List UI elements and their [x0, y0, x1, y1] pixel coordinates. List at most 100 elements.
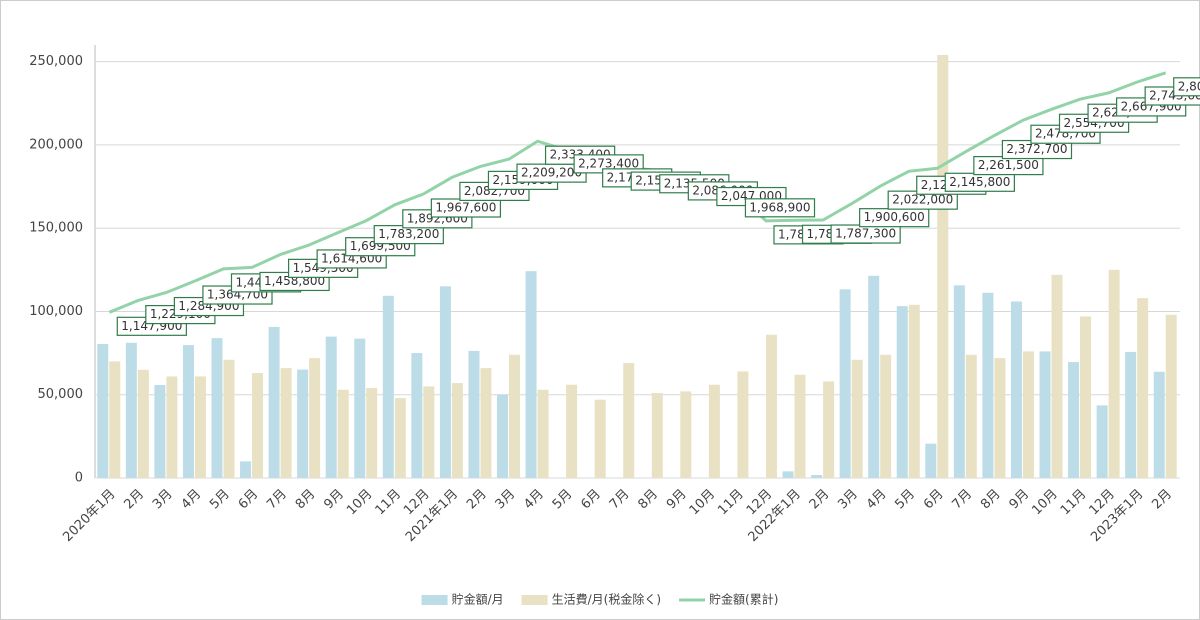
bar — [1051, 274, 1063, 478]
value-label: 2,261,500 — [973, 155, 1044, 176]
bar — [468, 350, 480, 478]
legend-item: 貯金額(累計) — [679, 592, 778, 607]
bar — [1068, 362, 1080, 478]
legend-label: 生活費/月(税金除く) — [552, 592, 661, 607]
bar — [509, 354, 521, 478]
value-label-text: 2,261,500 — [978, 158, 1039, 172]
value-label: 2,807,400 — [1173, 77, 1200, 97]
bar — [137, 369, 149, 478]
bar — [194, 376, 206, 478]
bar — [182, 345, 194, 478]
bar — [309, 358, 321, 478]
bar — [623, 363, 635, 478]
bar — [280, 368, 292, 478]
value-label-text: 2,209,200 — [521, 166, 582, 180]
bar — [982, 292, 994, 478]
bar — [337, 389, 349, 478]
bar — [994, 358, 1006, 478]
bar — [925, 443, 937, 478]
legend-swatch — [521, 595, 548, 605]
legend: 貯金額/月 生活費/月(税金除く) 貯金額(累計) — [421, 592, 778, 607]
bar — [411, 353, 423, 478]
value-label-text: 2,372,700 — [1006, 142, 1067, 156]
value-label: 2,145,800 — [944, 172, 1015, 192]
bar — [953, 285, 965, 478]
bar — [382, 295, 394, 478]
value-label: 2,022,000 — [887, 190, 958, 210]
value-label-text: 1,967,600 — [435, 201, 496, 215]
bar — [223, 359, 235, 478]
bar — [497, 394, 509, 478]
bar — [851, 359, 863, 478]
bar — [965, 354, 977, 478]
legend-swatch — [421, 595, 448, 605]
bar — [937, 54, 949, 478]
bar — [811, 475, 823, 478]
bar — [794, 374, 806, 478]
bar — [1125, 351, 1137, 478]
y-tick-label: 100,000 — [29, 304, 83, 319]
y-tick-label: 250,000 — [29, 54, 83, 69]
bar — [240, 461, 252, 478]
legend-item: 貯金額/月 — [421, 592, 504, 607]
bar — [297, 369, 309, 478]
bar — [680, 391, 692, 478]
value-label-text: 2,022,000 — [892, 193, 953, 207]
y-tick-label: 150,000 — [29, 221, 83, 236]
bar — [765, 334, 777, 478]
value-label: 1,900,600 — [859, 208, 930, 228]
y-tick-label: 200,000 — [29, 137, 83, 152]
value-label-text: 1,968,900 — [749, 200, 810, 214]
bar — [1080, 316, 1092, 478]
bar — [211, 338, 223, 478]
bar — [109, 361, 121, 478]
bar — [268, 326, 280, 478]
bar — [1153, 371, 1165, 478]
bar — [566, 384, 578, 478]
bar — [651, 393, 663, 478]
bar — [1010, 301, 1022, 478]
value-label-text: 1,783,200 — [378, 227, 439, 241]
bar — [325, 336, 337, 478]
legend-label: 貯金額/月 — [452, 592, 504, 607]
value-label: 2,273,400 — [573, 154, 644, 174]
bar — [896, 306, 908, 478]
bar — [125, 342, 137, 478]
bar — [908, 304, 920, 478]
bar — [594, 399, 606, 478]
bar — [1022, 351, 1034, 478]
value-label: 1,967,600 — [430, 198, 502, 218]
bar — [1039, 351, 1051, 478]
value-label-box — [1173, 77, 1200, 97]
value-label: 1,783,200 — [373, 225, 444, 245]
bar — [366, 388, 378, 478]
bar — [1165, 314, 1177, 478]
value-label-text: 1,787,300 — [835, 227, 896, 241]
legend-label: 貯金額(累計) — [709, 592, 778, 607]
bar — [880, 354, 892, 478]
bar — [480, 368, 492, 478]
bar — [823, 381, 835, 478]
bar — [439, 286, 451, 478]
bar — [154, 385, 166, 478]
y-tick-label: 0 — [75, 471, 83, 486]
bar — [839, 289, 851, 478]
value-label-text: 2,807,400 — [1178, 79, 1200, 93]
bar — [525, 271, 537, 478]
value-label: 1,968,900 — [744, 198, 816, 218]
value-label-text: 2,273,400 — [578, 156, 639, 170]
value-label: 1,787,300 — [830, 224, 901, 244]
bar — [868, 275, 880, 478]
bar — [423, 386, 435, 478]
bar — [782, 471, 794, 478]
bar — [1108, 269, 1120, 478]
y-tick-label: 50,000 — [38, 387, 84, 402]
bar — [97, 343, 109, 478]
bar — [354, 338, 366, 478]
bar — [1096, 405, 1108, 478]
bar — [1137, 298, 1149, 478]
bar — [451, 383, 463, 478]
value-label-box — [744, 198, 816, 218]
bar — [252, 373, 264, 478]
